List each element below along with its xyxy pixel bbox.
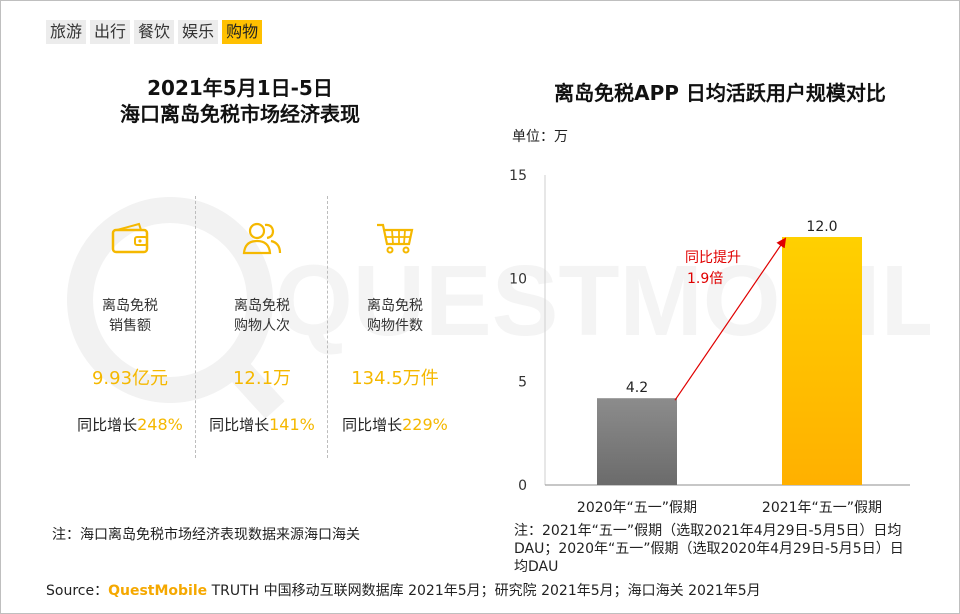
left-title-line1: 2021年5月1日-5日	[147, 76, 333, 100]
growth-pct: 229%	[402, 415, 448, 434]
bar-chart: 0 5 10 15 4.2 2020年“五一”假期 12.0 2021年“五一”假期 同比提…	[509, 168, 910, 516]
tab-dining[interactable]: 餐饮	[134, 20, 175, 44]
divider	[327, 196, 328, 458]
metric-items-value: 134.5万件	[351, 368, 439, 389]
tab-transport[interactable]: 出行	[90, 20, 131, 44]
growth-prefix: 同比增长	[209, 416, 270, 434]
x-category-label: 2021年“五一”假期	[762, 500, 882, 516]
growth-pct: 248%	[137, 415, 183, 434]
tab-travel[interactable]: 旅游	[46, 20, 87, 44]
metric-sales-label1: 离岛免税	[102, 298, 158, 314]
bar-value-label: 4.2	[626, 380, 648, 396]
metric-sales-value: 9.93亿元	[91, 368, 169, 389]
source-rest: TRUTH 中国移动互联网数据库 2021年5月；研究院 2021年5月；海口海…	[207, 583, 761, 599]
left-note: 注：海口离岛免税市场经济表现数据来源海口海关	[52, 527, 360, 543]
users-icon	[242, 222, 282, 255]
tab-entertainment[interactable]: 娱乐	[178, 20, 219, 44]
growth-annotation-line2: 1.9倍	[687, 271, 723, 287]
left-title-line2: 海口离岛免税市场经济表现	[120, 102, 360, 126]
right-note: 注：2021年“五一”假期（选取2021年4月29日-5月5日）日均DAU；20…	[514, 523, 904, 575]
metric-shoppers-growth: 同比增长141%	[187, 414, 337, 435]
source-prefix: Source：	[46, 583, 109, 599]
x-category-label: 2020年“五一”假期	[577, 500, 697, 516]
bar	[782, 237, 862, 485]
metric-shoppers-value: 12.1万	[232, 368, 292, 389]
source-brand: QuestMobile	[108, 583, 208, 599]
wallet-icon	[111, 222, 149, 254]
metric-sales-label2: 销售额	[109, 318, 151, 334]
y-tick-label: 15	[509, 168, 527, 184]
metric-shoppers-label2: 购物人次	[234, 318, 290, 334]
unit-label: 单位：万	[512, 129, 568, 145]
y-tick-label: 5	[518, 375, 527, 391]
y-tick-label: 0	[518, 478, 527, 494]
growth-pct: 141%	[269, 415, 315, 434]
growth-arrow	[674, 237, 787, 401]
growth-prefix: 同比增长	[77, 416, 138, 434]
growth-annotation-line1: 同比提升	[685, 250, 741, 266]
growth-prefix: 同比增长	[342, 416, 403, 434]
metric-items-label1: 离岛免税	[367, 298, 423, 314]
metric-sales-growth: 同比增长248%	[55, 414, 205, 435]
y-tick-label: 10	[509, 271, 527, 287]
tab-shopping[interactable]: 购物	[222, 20, 263, 44]
bar-value-label: 12.0	[806, 219, 837, 235]
category-tabs: 旅游 出行 餐饮 娱乐 购物	[46, 20, 263, 44]
cart-icon	[377, 223, 414, 254]
source-line: Source：QuestMobile TRUTH 中国移动互联网数据库 2021…	[46, 580, 761, 600]
metric-shoppers-label1: 离岛免税	[234, 298, 290, 314]
divider	[195, 196, 196, 458]
metric-items-growth: 同比增长229%	[320, 414, 470, 435]
chart-title: 离岛免税APP 日均活跃用户规模对比	[554, 81, 886, 105]
bar	[597, 398, 677, 485]
metric-items-label2: 购物件数	[367, 318, 423, 334]
